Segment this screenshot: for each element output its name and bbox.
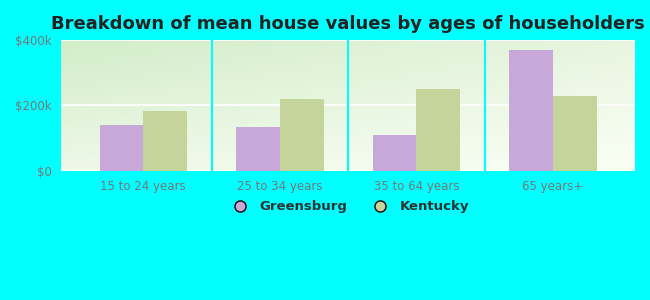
Legend: Greensburg, Kentucky: Greensburg, Kentucky [222, 195, 475, 219]
Bar [236, 127, 280, 171]
Bar [510, 50, 553, 171]
Bar [143, 111, 187, 171]
Bar [372, 135, 417, 171]
Bar [417, 89, 460, 171]
Bar [553, 96, 597, 171]
Bar [99, 125, 143, 171]
Title: Breakdown of mean house values by ages of householders: Breakdown of mean house values by ages o… [51, 15, 645, 33]
Bar [280, 100, 324, 171]
